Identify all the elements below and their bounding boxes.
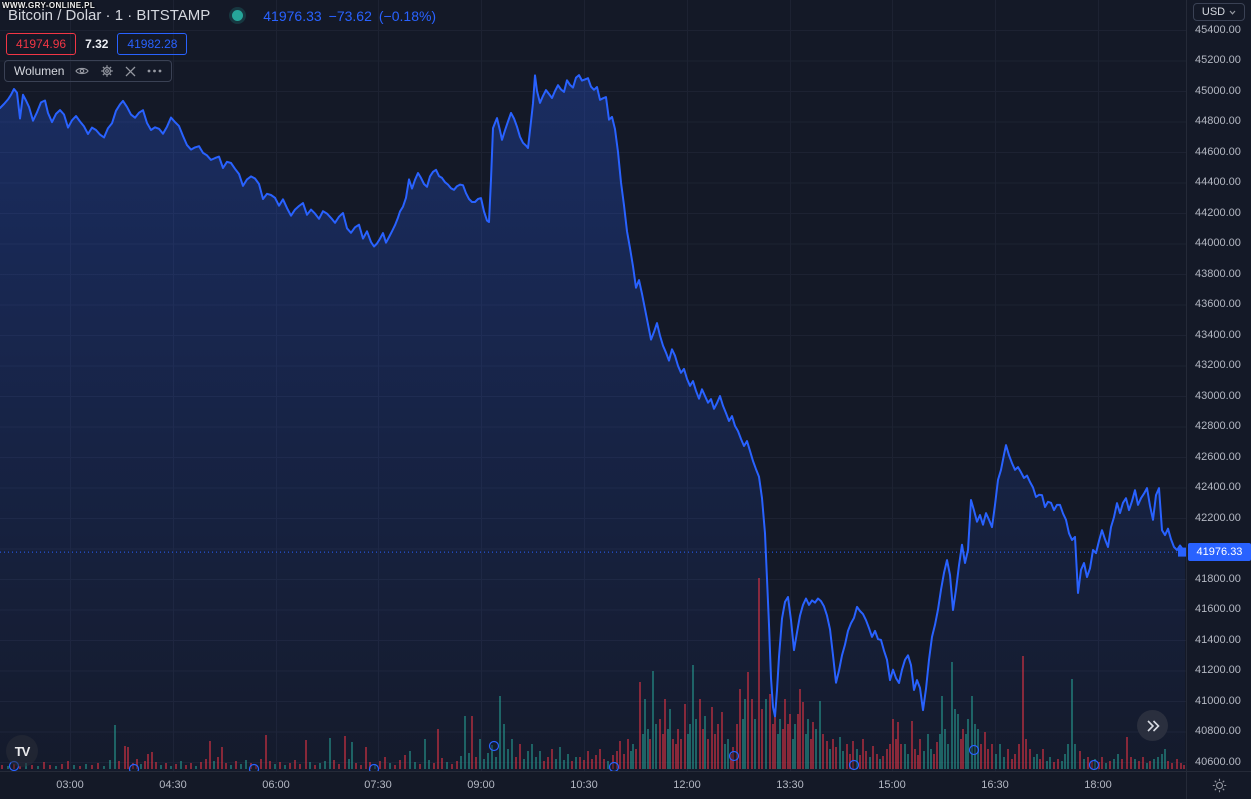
time-tick: 09:00 <box>467 779 495 791</box>
price-tick: 44800.00 <box>1195 115 1241 127</box>
price-line-edge-marker <box>1178 547 1186 557</box>
buy-ask-button[interactable]: 41982.28 <box>117 33 188 55</box>
price-tick: 40600.00 <box>1195 755 1241 768</box>
price-tick: 41600.00 <box>1195 603 1241 615</box>
gear-icon[interactable] <box>100 64 114 78</box>
spread-value: 7.32 <box>85 37 109 51</box>
close-icon[interactable] <box>125 66 136 77</box>
double-chevron-right-icon <box>1146 719 1160 732</box>
price-tick: 41400.00 <box>1195 633 1241 646</box>
symbol-title[interactable]: Bitcoin / Dolar · 1 · BITSTAMP <box>8 7 211 24</box>
indicator-name[interactable]: Wolumen <box>14 64 65 78</box>
quote-readout: 41976.33 −73.62 (−0.18%) <box>263 8 436 24</box>
time-tick: 10:30 <box>570 779 598 791</box>
scroll-to-latest-button[interactable] <box>1137 710 1168 741</box>
axis-corner <box>1186 771 1251 799</box>
price-axis[interactable]: USD 45400.00 45200.00 45000.00 44800.00 4460… <box>1186 0 1251 771</box>
indicator-legend: Wolumen <box>4 60 173 82</box>
price-tick: 41200.00 <box>1195 664 1241 676</box>
time-tick: 16:30 <box>981 779 1009 791</box>
price-tick: 44200.00 <box>1195 206 1241 219</box>
market-status-icon[interactable] <box>232 10 244 21</box>
price-tick: 42600.00 <box>1195 450 1241 463</box>
time-tick: 15:00 <box>878 779 906 791</box>
price-change-percent: (−0.18%) <box>378 7 437 24</box>
time-tick: 04:30 <box>159 779 187 791</box>
time-tick: 07:30 <box>364 779 392 791</box>
chevron-down-icon <box>1229 10 1236 15</box>
sell-bid-button[interactable]: 41974.96 <box>6 33 77 55</box>
tradingview-logo[interactable]: TV <box>6 735 38 767</box>
currency-selector[interactable]: USD <box>1193 3 1245 21</box>
last-price-tag: 41976.33 <box>1188 543 1251 562</box>
price-tick: 43800.00 <box>1195 267 1241 280</box>
time-axis[interactable]: 03:00 04:30 06:00 07:30 09:00 10:30 12:00 13:30… <box>0 771 1186 799</box>
time-tick: 18:00 <box>1084 779 1112 791</box>
more-options-icon[interactable] <box>147 69 162 73</box>
price-tick: 44600.00 <box>1195 145 1241 158</box>
price-tick: 40800.00 <box>1195 725 1241 737</box>
time-tick: 06:00 <box>262 779 290 791</box>
price-tick: 41800.00 <box>1195 572 1241 585</box>
site-watermark: WWW.GRY-ONLINE.PL <box>2 1 96 10</box>
volume-bars <box>1 578 1185 769</box>
price-tick: 45200.00 <box>1195 54 1241 66</box>
price-tick: 42800.00 <box>1195 420 1241 432</box>
price-chart-canvas[interactable] <box>0 0 1186 771</box>
price-change-value: −73.62 <box>328 7 372 24</box>
time-tick: 13:30 <box>776 779 804 791</box>
price-tick: 44400.00 <box>1195 176 1241 188</box>
price-tick: 44000.00 <box>1195 237 1241 249</box>
price-tick: 43000.00 <box>1195 389 1241 402</box>
currency-label: USD <box>1201 6 1226 18</box>
price-tick: 42200.00 <box>1195 511 1241 524</box>
eye-icon[interactable] <box>75 64 90 78</box>
price-tick: 41000.00 <box>1195 694 1241 707</box>
price-tick: 43400.00 <box>1195 328 1241 341</box>
price-tick: 45400.00 <box>1195 23 1241 36</box>
price-line <box>0 74 1186 718</box>
price-tick: 43600.00 <box>1195 298 1241 310</box>
price-tick: 42400.00 <box>1195 481 1241 493</box>
time-tick: 03:00 <box>56 779 84 791</box>
last-price-value: 41976.33 <box>263 7 322 24</box>
brightness-icon[interactable] <box>1212 778 1227 793</box>
price-tick: 45000.00 <box>1195 84 1241 97</box>
area-fill <box>0 75 1185 771</box>
price-tick: 43200.00 <box>1195 359 1241 371</box>
time-tick: 12:00 <box>673 779 701 791</box>
